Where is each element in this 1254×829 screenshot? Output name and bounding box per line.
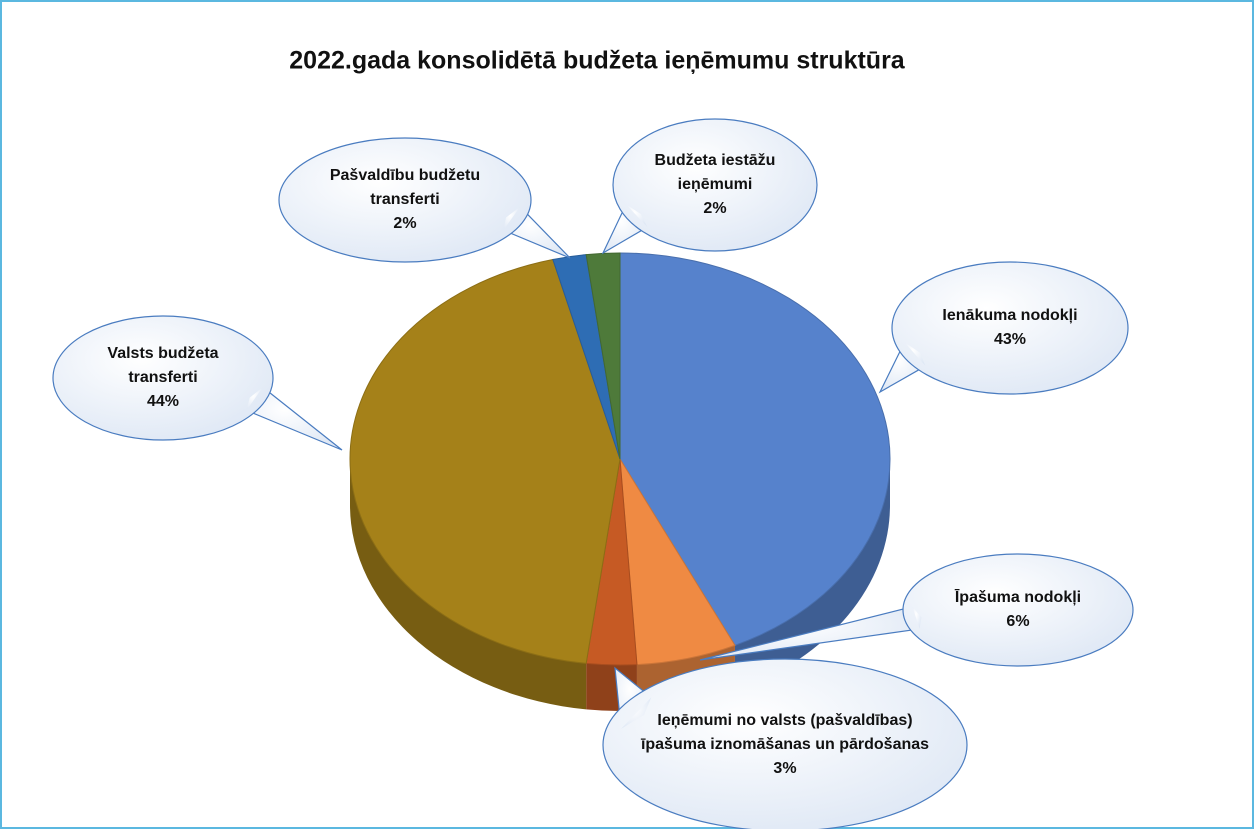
pie-slice (349, 258, 621, 664)
callout-label: Īpašuma nodokļi 6% (924, 565, 1113, 655)
category-label: Ieņēmumi no valsts (pašvaldības) īpašuma… (640, 711, 930, 753)
pie-side (734, 459, 890, 692)
callout-bubble (52, 315, 274, 441)
value-label: 3% (773, 759, 797, 777)
callout-join (626, 204, 648, 228)
category-label: Pašvaldību budžetu transferti (329, 166, 481, 208)
callout-bubble (278, 137, 532, 263)
callout-bubble (902, 553, 1134, 667)
value-label: 44% (146, 392, 179, 410)
callout-text: Ienākuma nodokļi 43% (913, 275, 1107, 381)
callout-text: Pašvaldību budžetu transferti 2% (302, 150, 509, 249)
value-label: 6% (1006, 612, 1030, 630)
value-label: 2% (393, 214, 417, 232)
pie-side (350, 459, 587, 710)
callout-bubble (612, 118, 818, 252)
value-label: 43% (993, 330, 1026, 348)
pie-slice (619, 252, 891, 647)
callout-text: Valsts budžeta transferti 44% (73, 328, 253, 427)
callout-label: Budžeta iestāžu ieņēmumi 2% (631, 132, 798, 238)
callout-label: Pašvaldību budžetu transferti 2% (302, 150, 509, 249)
callout-join (246, 387, 263, 411)
callout-label: Ieņēmumi no valsts (pašvaldības) īpašuma… (636, 676, 934, 814)
callout-join (503, 206, 521, 231)
callout-join (912, 606, 922, 629)
callout-label: Ienākuma nodokļi 43% (913, 275, 1107, 381)
chart-title: 2022.gada konsolidētā budžeta ieņēmumu s… (289, 47, 906, 75)
callout-bubble (602, 658, 968, 829)
category-label: Valsts budžeta transferti (107, 344, 219, 386)
callout-text: Budžeta iestāžu ieņēmumi 2% (631, 132, 798, 238)
callout-bubble (891, 261, 1129, 395)
callout-text: Ieņēmumi no valsts (pašvaldības) īpašuma… (636, 676, 934, 814)
value-label: 2% (703, 199, 727, 217)
callout-label: Valsts budžeta transferti 44% (73, 328, 253, 427)
category-label: Īpašuma nodokļi (954, 588, 1082, 606)
callout-join (621, 697, 652, 729)
callout-join (904, 342, 926, 367)
category-label: Budžeta iestāžu ieņēmumi (654, 151, 776, 193)
callout-text: Īpašuma nodokļi 6% (924, 565, 1113, 655)
category-label: Ienākuma nodokļi (942, 306, 1078, 324)
